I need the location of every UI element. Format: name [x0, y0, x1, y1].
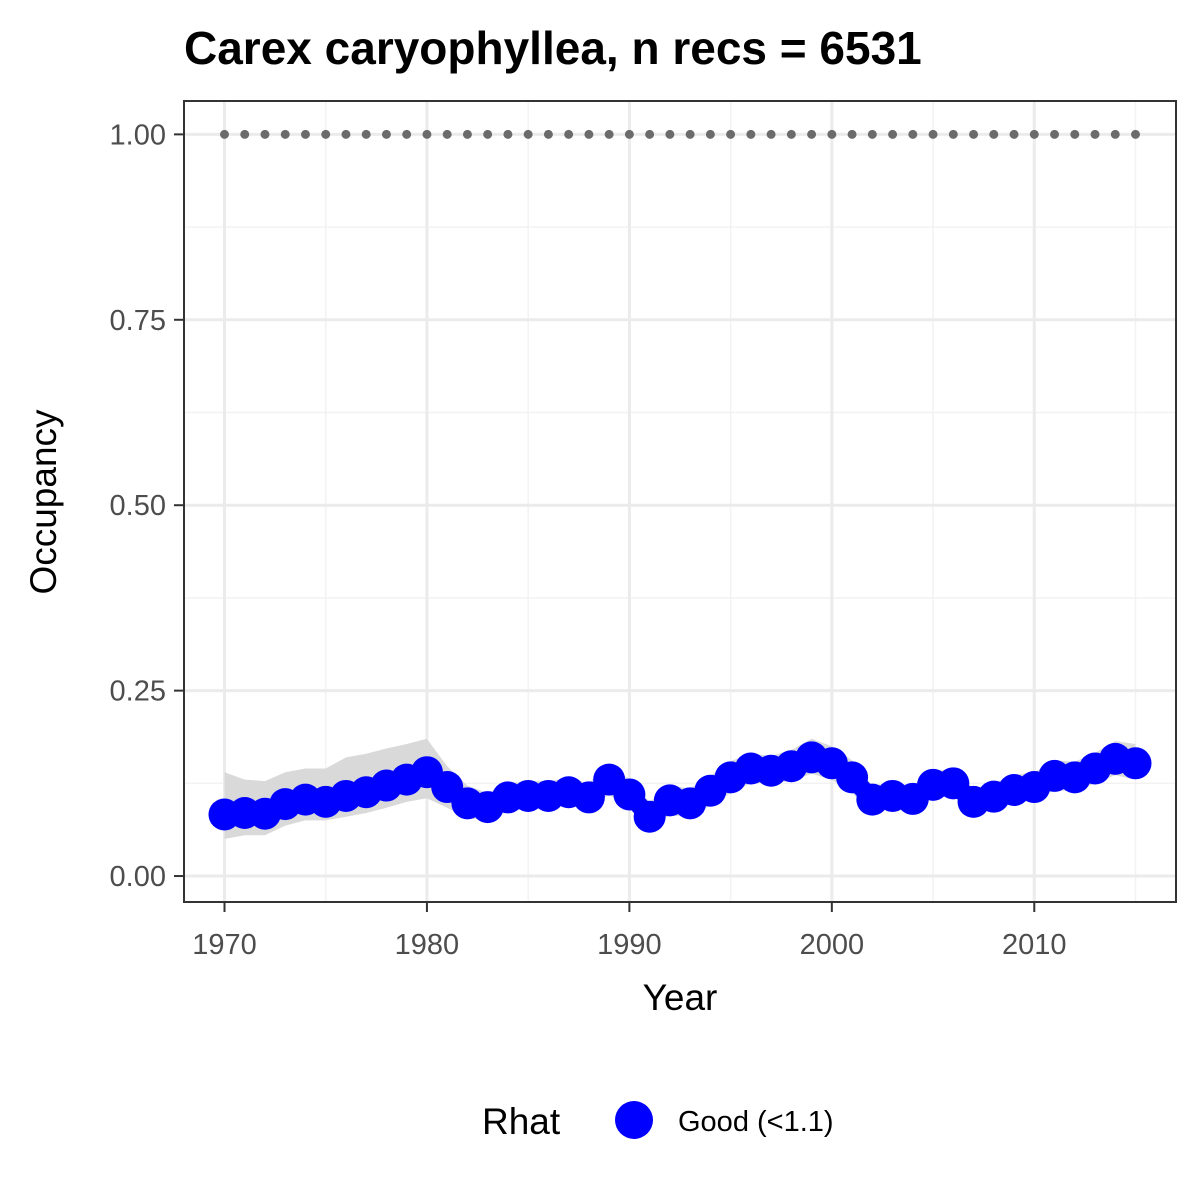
- reference-point: [989, 129, 999, 139]
- reference-point: [766, 129, 776, 139]
- reference-point: [564, 129, 574, 139]
- legend-swatch-good: [615, 1101, 653, 1139]
- reference-point: [1131, 129, 1141, 139]
- plot-border: [183, 100, 1177, 903]
- x-axis: 1970 1980 1990 2000 2010: [192, 902, 1067, 961]
- reference-point: [280, 129, 290, 139]
- y-tick-label: 0.50: [110, 490, 166, 522]
- reference-point: [604, 129, 614, 139]
- occupancy-point: [836, 761, 869, 794]
- reference-point: [888, 129, 898, 139]
- reference-point: [645, 129, 655, 139]
- reference-point: [746, 129, 756, 139]
- reference-point: [705, 129, 715, 139]
- reference-point: [1070, 129, 1080, 139]
- reference-point: [462, 129, 472, 139]
- reference-point: [665, 129, 675, 139]
- reference-point: [1090, 129, 1100, 139]
- occupancy-point: [1119, 747, 1152, 780]
- reference-point: [483, 129, 493, 139]
- x-tick-label: 1990: [597, 929, 662, 961]
- reference-point: [503, 129, 513, 139]
- y-tick-label: 0.75: [110, 305, 166, 337]
- reference-point: [685, 129, 695, 139]
- occupancy-point: [937, 767, 970, 800]
- reference-point: [543, 129, 553, 139]
- reference-point: [300, 129, 310, 139]
- reference-point: [1009, 129, 1019, 139]
- reference-point: [827, 129, 837, 139]
- reference-point: [523, 129, 533, 139]
- reference-point: [928, 129, 938, 139]
- reference-point: [726, 129, 736, 139]
- y-axis: 0.00 0.25 0.50 0.75 1.00: [110, 119, 184, 893]
- reference-point: [260, 129, 270, 139]
- x-axis-title: Year: [643, 977, 718, 1018]
- reference-point: [321, 129, 331, 139]
- reference-point: [969, 129, 979, 139]
- reference-point: [361, 129, 371, 139]
- y-tick-label: 0.25: [110, 676, 166, 708]
- chart-title: Carex caryophyllea, n recs = 6531: [184, 22, 922, 74]
- legend-label-good: Good (<1.1): [678, 1106, 834, 1138]
- reference-point: [1110, 129, 1120, 139]
- reference-point: [624, 129, 634, 139]
- y-tick-label: 1.00: [110, 119, 166, 151]
- occupancy-point: [613, 778, 646, 811]
- legend-title: Rhat: [482, 1101, 561, 1142]
- reference-point: [948, 129, 958, 139]
- legend: Rhat Good (<1.1): [482, 1101, 834, 1142]
- reference-point: [1050, 129, 1060, 139]
- x-tick-label: 1970: [192, 929, 257, 961]
- reference-point: [381, 129, 391, 139]
- reference-point: [807, 129, 817, 139]
- reference-point: [219, 129, 229, 139]
- x-tick-label: 2010: [1002, 929, 1067, 961]
- reference-point: [584, 129, 594, 139]
- x-tick-label: 2000: [800, 929, 865, 961]
- reference-point: [442, 129, 452, 139]
- reference-point: [240, 129, 250, 139]
- reference-point: [1029, 129, 1039, 139]
- reference-point: [422, 129, 432, 139]
- reference-point: [786, 129, 796, 139]
- x-tick-label: 1980: [395, 929, 460, 961]
- reference-line-layer: [219, 129, 1141, 139]
- reference-point: [341, 129, 351, 139]
- reference-point: [867, 129, 877, 139]
- reference-point: [908, 129, 918, 139]
- y-tick-label: 0.00: [110, 861, 166, 893]
- series-points-layer: [208, 741, 1152, 833]
- y-axis-title: Occupancy: [23, 409, 64, 595]
- reference-point: [847, 129, 857, 139]
- reference-point: [402, 129, 412, 139]
